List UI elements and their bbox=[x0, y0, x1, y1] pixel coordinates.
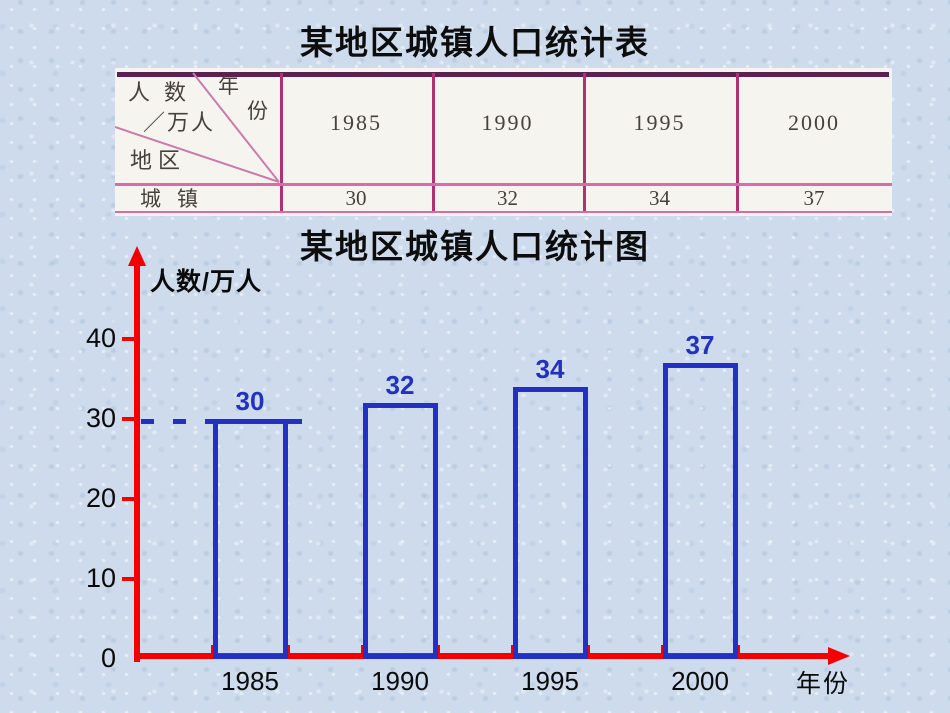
y-tick-label: 40 bbox=[85, 323, 116, 353]
table-corner-people-label-line2: ／万人 bbox=[143, 110, 216, 135]
table-year-cell: 1990 bbox=[481, 110, 534, 135]
x-axis-tick bbox=[585, 645, 590, 654]
x-axis-tick bbox=[435, 645, 440, 654]
y-axis-title: 人数/万人 bbox=[150, 268, 262, 296]
table-value-cell: 37 bbox=[803, 186, 825, 210]
x-axis-tick bbox=[285, 645, 290, 654]
bar-1990 bbox=[362, 403, 438, 659]
bar-value-label: 37 bbox=[685, 330, 715, 360]
table-corner-year-char-1: 年 bbox=[218, 74, 239, 98]
table-year-cell: 1995 bbox=[633, 110, 686, 135]
table-top-border bbox=[117, 72, 889, 77]
y-tick-label: 10 bbox=[85, 563, 116, 593]
table-corner-year-char-2: 份 bbox=[247, 99, 268, 123]
bar-value-label: 34 bbox=[535, 354, 565, 384]
table-value-cell: 32 bbox=[497, 186, 518, 210]
table-value-cell: 34 bbox=[649, 186, 670, 210]
y-axis-arrowhead bbox=[128, 246, 146, 266]
y-axis-tick bbox=[122, 417, 137, 421]
x-axis-tick bbox=[735, 645, 740, 654]
table-row-divider bbox=[115, 183, 892, 186]
x-category-label: 1990 bbox=[371, 666, 429, 696]
x-category-label: 1985 bbox=[221, 666, 279, 696]
table-column-divider bbox=[280, 73, 283, 212]
table-column-divider bbox=[432, 73, 435, 212]
table-column-divider bbox=[583, 73, 586, 212]
table-title: 某地区城镇人口统计表 bbox=[300, 26, 650, 62]
x-category-label: 1995 bbox=[521, 666, 579, 696]
y-tick-label: 20 bbox=[85, 483, 116, 513]
x-axis-arrowhead bbox=[828, 647, 850, 665]
table-value-cell: 30 bbox=[345, 186, 367, 210]
bar-value-label: 32 bbox=[385, 370, 415, 400]
y-axis-tick bbox=[122, 577, 137, 581]
table-corner-people-label-line1: 人数 bbox=[128, 80, 201, 105]
y-axis-line bbox=[134, 262, 140, 662]
table-year-cell: 1985 bbox=[330, 110, 382, 135]
y-axis-tick bbox=[122, 337, 137, 341]
x-axis-line bbox=[137, 653, 830, 659]
table-header-diagonal-lines bbox=[115, 72, 280, 183]
y-tick-label: 30 bbox=[85, 403, 116, 433]
bar-value-label: 30 bbox=[235, 386, 265, 416]
bar-1985 bbox=[212, 419, 288, 659]
dashed-guide-line bbox=[288, 419, 302, 424]
chart-title: 某地区城镇人口统计图 bbox=[300, 230, 650, 266]
table-corner-region-label: 地区 bbox=[130, 148, 187, 173]
table-bottom-border bbox=[115, 211, 892, 213]
table-column-divider bbox=[736, 73, 739, 212]
population-table: 年 份 人数 ／万人 地区 城镇 1985 1990 1995 2000 30 32 34 3… bbox=[115, 68, 892, 216]
y-axis-tick bbox=[122, 497, 137, 501]
bar-1995 bbox=[512, 387, 588, 659]
x-axis-title: 年份 bbox=[796, 670, 851, 698]
dashed-guide-line bbox=[141, 419, 214, 424]
y-tick-label: 0 bbox=[100, 643, 116, 673]
table-row-label: 城镇 bbox=[140, 187, 214, 211]
bar-2000 bbox=[662, 363, 738, 659]
table-year-cell: 2000 bbox=[788, 110, 840, 135]
x-category-label: 2000 bbox=[671, 666, 729, 696]
